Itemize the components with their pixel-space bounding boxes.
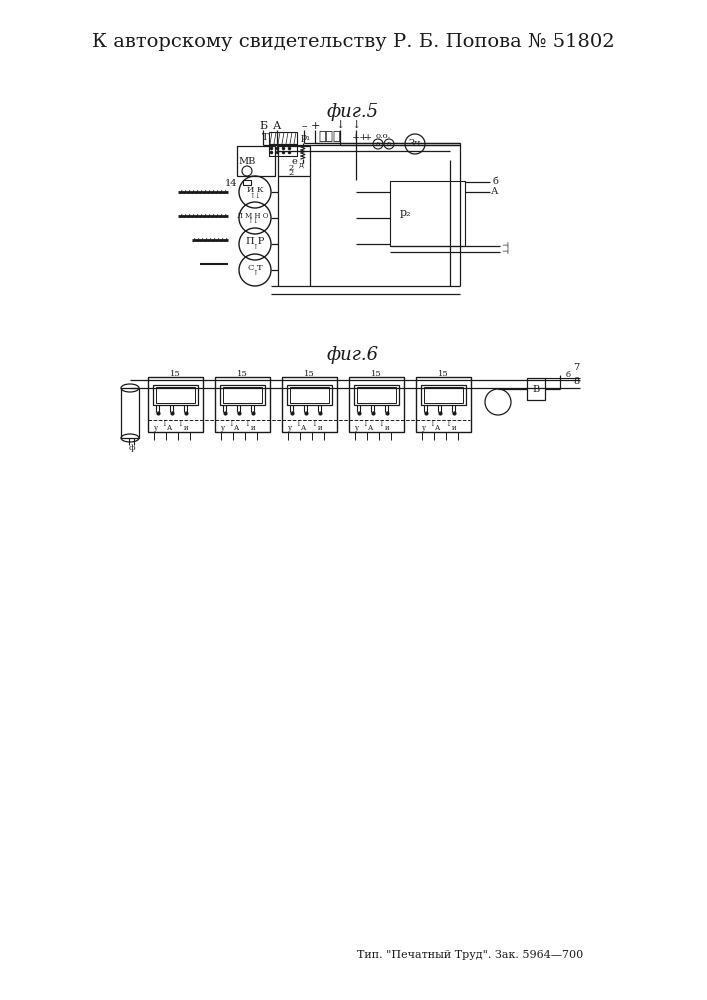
Bar	[156, 387, 195, 403]
Bar	[390, 181, 465, 246]
Text: ↓: ↓	[311, 420, 317, 428]
Text: +: +	[364, 133, 372, 142]
Text: А: А	[273, 121, 281, 131]
Bar	[416, 377, 471, 432]
Text: ↓: ↓	[295, 420, 301, 428]
Bar	[215, 377, 270, 432]
Text: ++: ++	[352, 133, 368, 142]
Text: А: А	[436, 424, 440, 432]
Text: д: д	[298, 161, 303, 169]
Text: Т: Т	[262, 133, 269, 142]
Text: ∿∿∿: ∿∿∿	[319, 130, 341, 143]
Text: ↑↓: ↑↓	[247, 217, 259, 225]
Text: А: А	[368, 424, 373, 432]
Text: о: о	[376, 140, 380, 148]
Text: у: у	[422, 424, 426, 432]
Text: у: у	[355, 424, 359, 432]
Text: у: у	[221, 424, 225, 432]
Text: К авторскому свидетельству Р. Б. Попова № 51802: К авторскому свидетельству Р. Б. Попова …	[92, 33, 614, 51]
Text: фиг.6: фиг.6	[327, 346, 379, 364]
Text: ↓: ↓	[244, 420, 250, 428]
Bar	[278, 146, 310, 176]
Text: Тип. "Печатный Труд". Зак. 5964—700: Тип. "Печатный Труд". Зак. 5964—700	[357, 950, 583, 960]
Text: и: и	[184, 424, 188, 432]
Bar	[243, 180, 251, 185]
Text: 15: 15	[438, 370, 448, 378]
Bar	[237, 146, 275, 176]
Text: Л М Н О: Л М Н О	[238, 212, 269, 220]
Bar	[424, 387, 463, 403]
Bar	[269, 132, 297, 144]
Bar	[421, 385, 466, 405]
Text: +: +	[310, 121, 320, 131]
Text: П Р: П Р	[246, 237, 264, 246]
Text: и: и	[385, 424, 390, 432]
Text: ф: ф	[129, 444, 135, 452]
Bar	[148, 377, 203, 432]
Text: 14: 14	[225, 180, 238, 188]
Text: ↑: ↑	[252, 243, 258, 251]
Bar	[223, 387, 262, 403]
Text: А: А	[491, 188, 498, 196]
Text: А: А	[301, 424, 307, 432]
Text: б: б	[492, 178, 498, 186]
Text: и: и	[317, 424, 322, 432]
Text: ↑: ↑	[252, 269, 258, 277]
Text: А: А	[168, 424, 173, 432]
Text: ↓: ↓	[351, 121, 361, 131]
Text: ↓: ↓	[429, 420, 435, 428]
Text: у: у	[154, 424, 158, 432]
Text: ↓: ↓	[335, 121, 345, 131]
Text: р₁: р₁	[301, 133, 311, 142]
Text: 2: 2	[288, 164, 293, 172]
Text: у: у	[288, 424, 292, 432]
Text: МВ: МВ	[238, 157, 256, 166]
Bar	[220, 385, 265, 405]
Text: 15: 15	[237, 370, 247, 378]
Text: 15: 15	[170, 370, 180, 378]
Bar	[282, 377, 337, 432]
Text: б: б	[566, 371, 571, 379]
Text: 7: 7	[573, 363, 579, 372]
Text: И К: И К	[247, 186, 263, 194]
Bar	[269, 144, 297, 156]
Text: ⊣: ⊣	[501, 242, 508, 250]
Text: 15: 15	[370, 370, 381, 378]
Text: е: е	[291, 157, 297, 166]
Text: ↓: ↓	[378, 420, 384, 428]
Text: ↓: ↓	[177, 420, 183, 428]
Text: и: и	[452, 424, 456, 432]
Text: и: и	[251, 424, 255, 432]
Text: В: В	[532, 384, 539, 393]
Bar	[354, 385, 399, 405]
Text: о.о.: о.о.	[375, 132, 391, 140]
Text: ↓: ↓	[445, 420, 451, 428]
Text: р₂: р₂	[399, 208, 411, 218]
Text: Зч: Зч	[409, 139, 421, 148]
Bar	[153, 385, 198, 405]
Text: ↓: ↓	[362, 420, 368, 428]
Text: –: –	[301, 121, 307, 131]
Text: С Т: С Т	[247, 264, 262, 272]
Bar	[290, 387, 329, 403]
Text: А: А	[235, 424, 240, 432]
Text: ⊣: ⊣	[501, 248, 508, 256]
Text: 8: 8	[573, 377, 579, 386]
Text: о: о	[387, 140, 391, 148]
Text: ↓: ↓	[228, 420, 234, 428]
Bar	[287, 385, 332, 405]
Bar	[349, 377, 404, 432]
Text: 15: 15	[303, 370, 315, 378]
Text: 2: 2	[288, 169, 293, 177]
Text: фиг.5: фиг.5	[327, 103, 379, 121]
Bar	[527, 378, 545, 400]
Bar	[357, 387, 396, 403]
Text: ↓: ↓	[161, 420, 167, 428]
Text: ↑↓: ↑↓	[249, 192, 261, 200]
Text: Б: Б	[259, 121, 267, 131]
Bar	[121, 388, 139, 438]
